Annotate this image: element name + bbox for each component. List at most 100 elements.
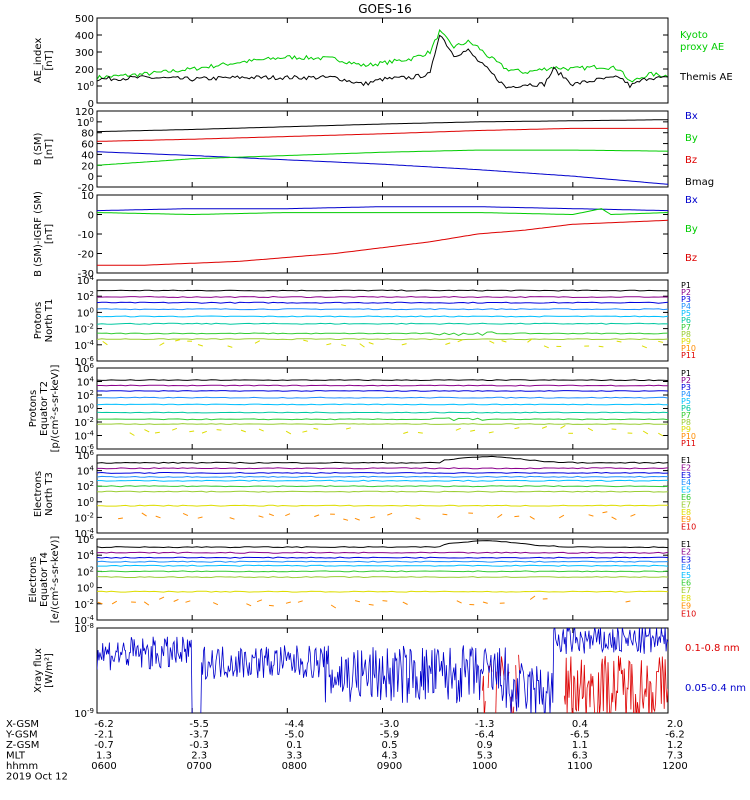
channel-fragment-e9 bbox=[382, 600, 388, 602]
channel-fragment-e9 bbox=[482, 601, 488, 604]
panel-data bbox=[97, 628, 668, 713]
x-axis-value: 2.3 bbox=[191, 751, 207, 762]
y-tick-label: -30 bbox=[78, 269, 94, 280]
y-tick-label: 20 bbox=[81, 161, 94, 172]
legend-e8: E8 bbox=[681, 508, 691, 517]
legend-e2: E2 bbox=[681, 548, 691, 557]
y-axis-label: B (SM)[nT] bbox=[33, 132, 55, 165]
legend-e9: E9 bbox=[681, 602, 691, 611]
channel-line-e3 bbox=[97, 556, 668, 559]
channel-line-e1 bbox=[97, 540, 668, 549]
y-tick-label: 10-9 bbox=[74, 707, 94, 720]
y-tick-label: 100 bbox=[77, 80, 94, 93]
panel-frame bbox=[96, 110, 669, 188]
panel-pn: 10-6 10-4 10-2 100 102 104 ProtonsNorth T1 P1P2… bbox=[33, 274, 696, 368]
x-axis-value: 0.1 bbox=[286, 740, 302, 751]
channel-line-e2 bbox=[97, 467, 668, 470]
x-axis-value: -5.9 bbox=[380, 730, 400, 741]
y-tick-label: 100 bbox=[77, 403, 94, 416]
legend-p7: P7 bbox=[681, 323, 691, 332]
y-tick-label: 10-4 bbox=[74, 339, 94, 352]
channel-fragment-p9 bbox=[541, 426, 547, 429]
channel-fragment-e9 bbox=[529, 515, 535, 520]
channel-fragment-e9 bbox=[387, 512, 393, 516]
legend-e4: E4 bbox=[681, 563, 691, 572]
x-axis-value: 0900 bbox=[377, 761, 402, 772]
y-tick-label: 104 bbox=[77, 549, 95, 562]
legend-0-05-0-4-nm: 0.05-0.4 nm bbox=[685, 683, 746, 694]
x-axis-value: 1.2 bbox=[667, 740, 683, 751]
channel-line-e8 bbox=[97, 590, 668, 593]
channel-line-e3 bbox=[97, 471, 668, 474]
panel-data bbox=[97, 28, 668, 89]
y-tick-label: 100 bbox=[77, 306, 94, 319]
x-axis-value: -6.2 bbox=[665, 730, 685, 741]
plot-title: GOES-16 bbox=[358, 2, 412, 16]
x-axis-value: -3.0 bbox=[380, 719, 400, 730]
channel-fragment-e9 bbox=[514, 515, 520, 518]
x-axis-value: -4.4 bbox=[285, 719, 305, 730]
plot-date: 2019 Oct 12 bbox=[6, 772, 68, 783]
x-axis-value: 0.5 bbox=[382, 740, 398, 751]
x-axis-value: 1200 bbox=[662, 761, 687, 772]
legend-e3: E3 bbox=[681, 555, 691, 564]
channel-fragment-e9 bbox=[143, 601, 150, 606]
series-line-0-05-0-4-nm bbox=[97, 628, 668, 713]
channel-fragment-p9 bbox=[658, 340, 664, 343]
series-line-0-1-0-8-nm bbox=[518, 654, 520, 673]
channel-fragment-p9 bbox=[560, 424, 566, 429]
legend-p5: P5 bbox=[681, 309, 691, 318]
x-axis-value: 0.9 bbox=[477, 740, 493, 751]
channel-fragment-p9 bbox=[403, 431, 409, 434]
legend-e8: E8 bbox=[681, 594, 691, 603]
panel-data bbox=[97, 540, 668, 609]
channel-fragment-p9 bbox=[641, 345, 647, 349]
legend-by: By bbox=[685, 224, 698, 235]
channel-fragment-e9 bbox=[343, 518, 349, 521]
x-axis-value: -2.1 bbox=[94, 730, 114, 741]
legend-p3: P3 bbox=[681, 295, 691, 304]
channel-fragment-e9 bbox=[588, 514, 594, 517]
y-tick-label: 102 bbox=[77, 290, 94, 303]
legend-e3: E3 bbox=[681, 471, 691, 480]
channel-fragment-p9 bbox=[302, 430, 308, 433]
channel-fragment-e9 bbox=[630, 513, 636, 517]
x-axis-value: 1.1 bbox=[572, 740, 588, 751]
legend-e6: E6 bbox=[681, 579, 691, 588]
channel-fragment-e9 bbox=[354, 517, 360, 521]
y-tick-label: -10 bbox=[78, 230, 94, 241]
channel-fragment-e9 bbox=[118, 517, 123, 520]
channel-fragment-e9 bbox=[155, 515, 161, 519]
legend-p1: P1 bbox=[681, 281, 691, 290]
legend-e1: E1 bbox=[681, 456, 691, 465]
channel-fragment-e9 bbox=[141, 512, 147, 517]
channel-fragment-e9 bbox=[285, 601, 291, 604]
y-tick-label: 102 bbox=[77, 565, 94, 578]
channel-fragment-e9 bbox=[602, 511, 608, 514]
channel-line-e5 bbox=[97, 479, 668, 482]
y-tick-label: -20 bbox=[78, 250, 94, 261]
y-tick-label: 100 bbox=[77, 582, 94, 595]
channel-fragment-p9 bbox=[598, 345, 604, 348]
channel-fragment-p9 bbox=[258, 428, 264, 432]
x-axis-value: -1.3 bbox=[475, 719, 495, 730]
legend-p10: P10 bbox=[681, 344, 696, 353]
legend-p6: P6 bbox=[681, 316, 691, 325]
channel-fragment-e9 bbox=[368, 603, 374, 606]
y-tick-label: 0 bbox=[88, 99, 94, 110]
legend-p4: P4 bbox=[681, 390, 691, 399]
panel-frame bbox=[96, 279, 669, 362]
series-line-0-1-0-8-nm bbox=[515, 665, 518, 700]
y-tick-label: 104 bbox=[77, 376, 95, 389]
y-tick-label: 300 bbox=[75, 48, 94, 59]
y-axis-label: ProtonsEquator T2[p/(cm²-s-sr-keV)] bbox=[28, 365, 61, 453]
channel-line-e6 bbox=[97, 485, 668, 488]
channel-fragment-e9 bbox=[456, 600, 462, 604]
channel-fragment-p9 bbox=[489, 340, 495, 344]
channel-fragment-p9 bbox=[642, 430, 649, 435]
channel-fragment-p9 bbox=[254, 340, 261, 344]
